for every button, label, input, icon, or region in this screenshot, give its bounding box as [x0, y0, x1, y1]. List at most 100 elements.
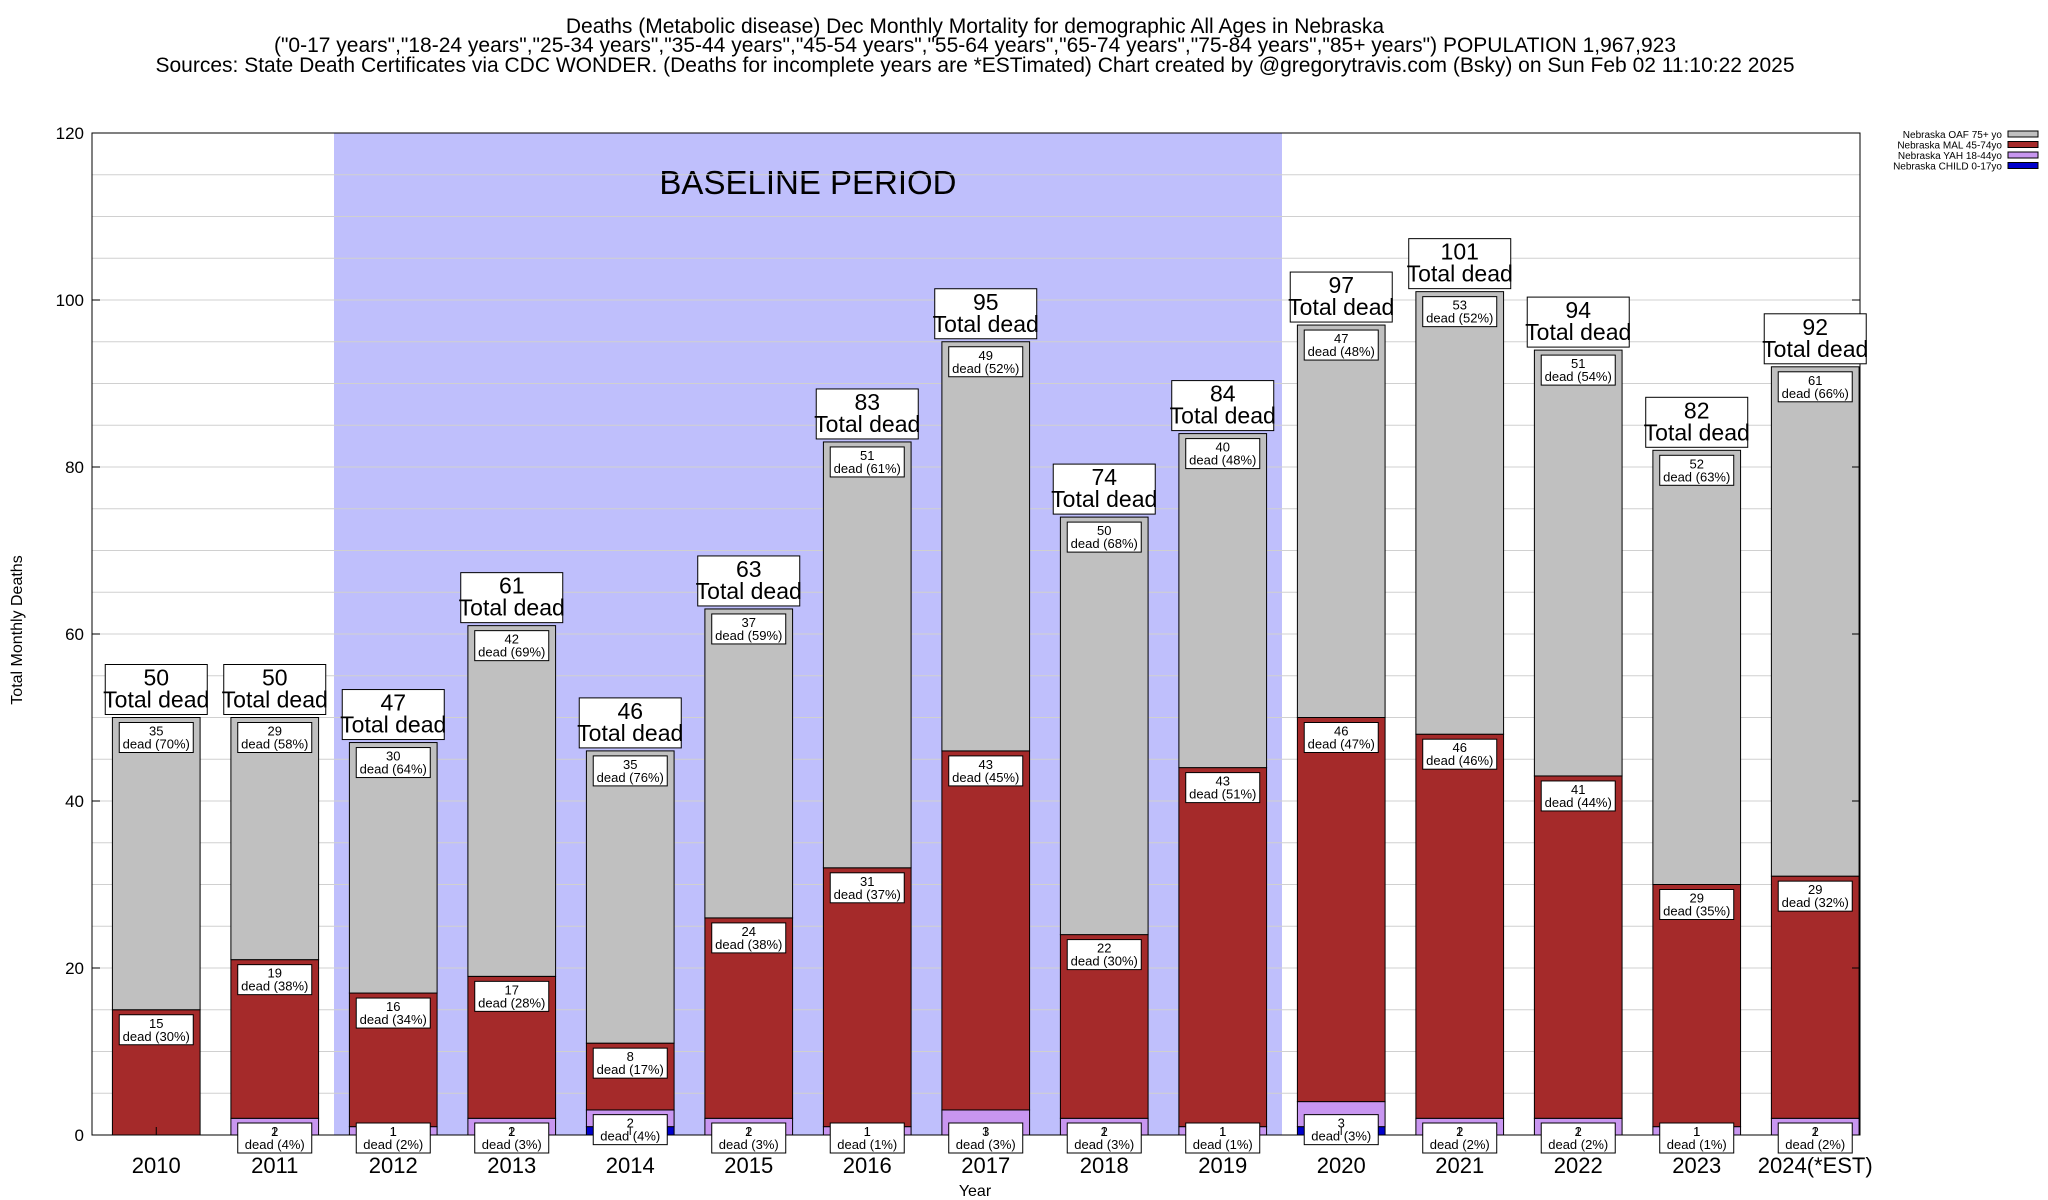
x-axis-title: Year — [959, 1183, 992, 1200]
total-label-value: 74 — [1091, 464, 1117, 490]
segment-label-count: 35 — [149, 724, 163, 739]
segment-label-count: 46 — [1453, 740, 1467, 755]
segment-label-count: 30 — [386, 749, 400, 764]
segment-label-percent: dead (44%) — [1545, 795, 1612, 810]
x-tick-label: 2012 — [369, 1153, 418, 1178]
segment-label-percent: dead (76%) — [597, 770, 664, 785]
segment-label-box — [355, 747, 431, 779]
segment-label-count: 41 — [1571, 782, 1585, 797]
segment-label-percent: dead (58%) — [241, 737, 308, 752]
bar-segment — [1770, 366, 1860, 877]
legend-label: Nebraska YAH 18-44yo — [1898, 151, 2003, 162]
bar-segment — [1652, 449, 1742, 885]
segment-label-percent: dead (46%) — [1426, 753, 1493, 768]
segment-label-percent: dead (28%) — [478, 995, 545, 1010]
bar-segment — [941, 341, 1031, 752]
bar-segment — [1415, 733, 1505, 1119]
segment-label-percent: dead (3%) — [482, 1137, 542, 1152]
segment-label-percent: dead (3%) — [956, 1137, 1016, 1152]
bar-segment — [1178, 433, 1268, 769]
segment-label-percent: dead (37%) — [834, 887, 901, 902]
total-label-suffix: Total dead — [340, 712, 446, 738]
total-label-suffix: Total dead — [696, 578, 802, 604]
segment-label-percent: dead (68%) — [1071, 536, 1138, 551]
x-tick-label: 2017 — [961, 1153, 1010, 1178]
x-tick-label: 2014 — [606, 1153, 655, 1178]
total-label-value: 83 — [854, 389, 880, 415]
total-label-suffix: Total dead — [1525, 319, 1631, 345]
total-label-box — [1052, 463, 1156, 515]
total-label-suffix: Total dead — [1762, 336, 1868, 362]
segment-label-percent: dead (4%) — [600, 1129, 660, 1144]
segment-label-percent: dead (54%) — [1545, 369, 1612, 384]
total-label-suffix: Total dead — [103, 687, 209, 713]
segment-label-count: 8 — [627, 1049, 634, 1064]
bar-segment — [1059, 516, 1149, 936]
y-axis-title: Total Monthly Deaths — [9, 555, 26, 704]
bar-segment — [111, 717, 201, 1011]
segment-label-percent: dead (34%) — [360, 1012, 427, 1027]
segment-label-count: 22 — [1097, 941, 1111, 956]
segment-label-box — [355, 997, 431, 1029]
bar-segment — [1178, 767, 1268, 1128]
y-tick-label: 60 — [65, 625, 84, 644]
total-label-box — [1171, 380, 1275, 432]
segment-label-percent: dead (52%) — [952, 361, 1019, 376]
segment-label-box — [1185, 772, 1261, 804]
total-label-suffix: Total dead — [1407, 261, 1513, 287]
segment-label-box — [1659, 889, 1735, 920]
legend-label: Nebraska OAF 75+ yo — [1903, 130, 2003, 141]
legend-swatch — [2007, 162, 2039, 169]
total-label-value: 92 — [1802, 314, 1828, 340]
segment-label-box — [474, 980, 550, 1012]
segment-label-box — [711, 613, 787, 645]
bar-segment — [941, 750, 1031, 1111]
chart-subtitle-demographics: ("0-17 years","18-24 years","25-34 years… — [274, 34, 1676, 57]
segment-label-percent: dead (51%) — [1189, 787, 1256, 802]
segment-label-percent: dead (17%) — [597, 1062, 664, 1077]
segment-label-percent: dead (2%) — [1430, 1137, 1490, 1152]
segment-label-count: 40 — [1216, 440, 1230, 455]
segment-label-percent: dead (52%) — [1426, 311, 1493, 326]
legend-label: Nebraska MAL 45-74yo — [1897, 141, 2002, 152]
total-label-box — [104, 664, 208, 715]
segment-label-count: 37 — [742, 615, 756, 630]
bar-segment — [822, 867, 912, 1128]
total-label-value: 101 — [1441, 239, 1479, 265]
segment-label-box — [1422, 296, 1498, 328]
chart-subtitle-sources: Sources: State Death Certificates via CD… — [156, 54, 1795, 77]
x-tick-label: 2019 — [1198, 1153, 1247, 1178]
segment-label-count: 50 — [1097, 523, 1111, 538]
segment-label-box — [237, 722, 313, 753]
total-label-value: 84 — [1210, 381, 1236, 407]
y-tick-label: 100 — [56, 291, 84, 310]
total-label-box — [578, 697, 682, 749]
x-tick-label: 2022 — [1554, 1153, 1603, 1178]
legend-swatch — [2007, 151, 2039, 159]
total-label-suffix: Total dead — [459, 595, 565, 621]
segment-label-box — [829, 872, 905, 904]
segment-label-count: 19 — [268, 966, 282, 981]
segment-label-percent: dead (1%) — [837, 1137, 897, 1152]
total-label-box — [815, 388, 919, 440]
legend-swatch — [2007, 141, 2039, 148]
